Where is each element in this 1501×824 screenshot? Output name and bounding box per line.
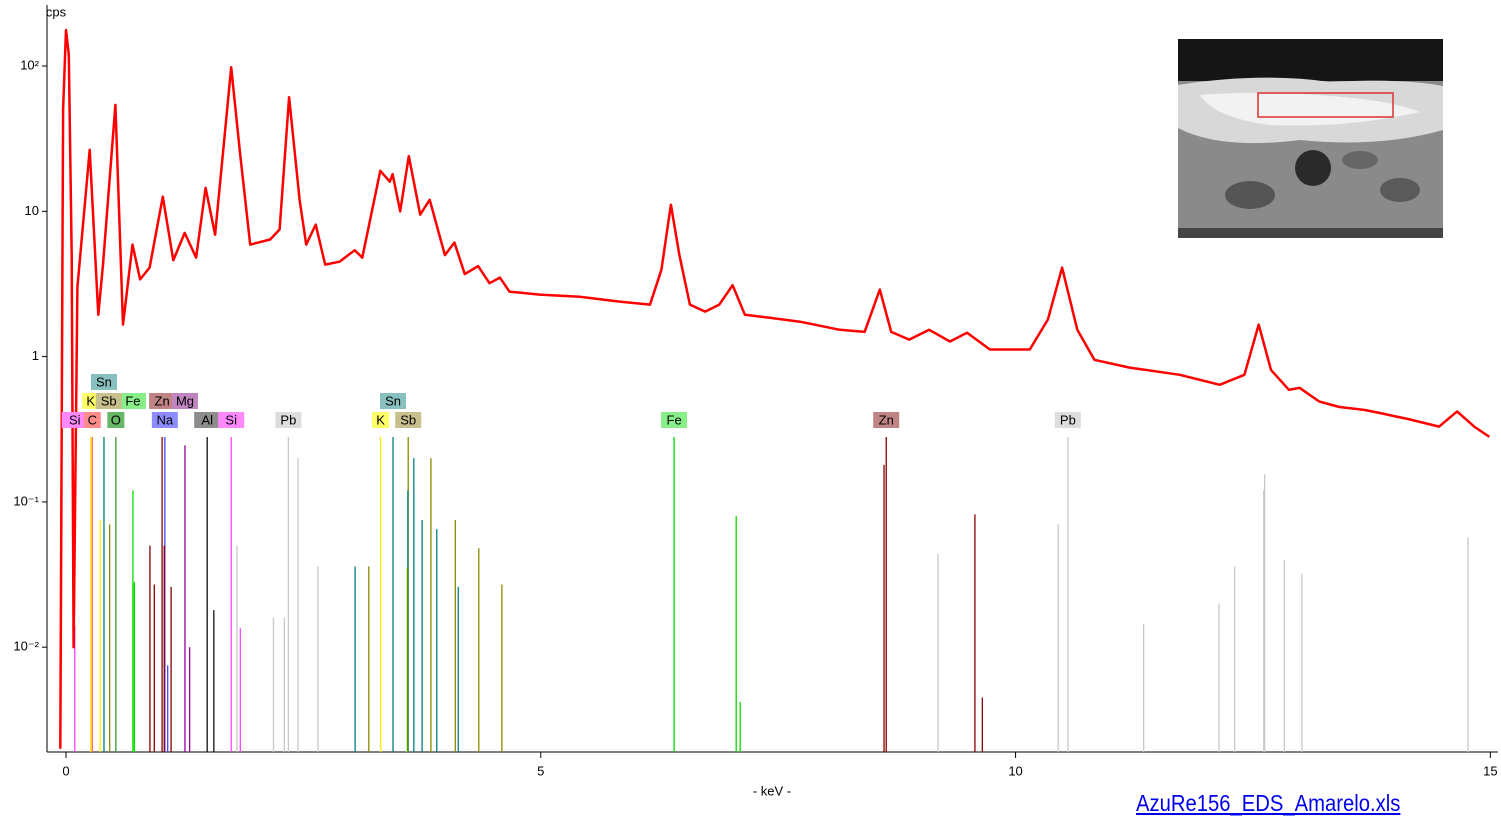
element-label: Al bbox=[201, 412, 213, 427]
element-label: K bbox=[86, 393, 95, 408]
spectrum-line bbox=[59, 28, 1491, 749]
element-label: O bbox=[111, 412, 121, 427]
plot-area bbox=[59, 28, 1491, 752]
element-label-box bbox=[372, 412, 390, 428]
element-label-box bbox=[151, 412, 178, 428]
x-tick-label: 5 bbox=[537, 763, 544, 778]
element-label: Fe bbox=[667, 412, 682, 427]
element-label-box bbox=[83, 412, 101, 428]
x-tick-label: 10 bbox=[1008, 763, 1022, 778]
element-label: Sb bbox=[101, 393, 117, 408]
element-label: Sn bbox=[96, 374, 112, 389]
element-label-box bbox=[873, 412, 900, 428]
element-label-box bbox=[171, 393, 198, 409]
y-tick-label: 10⁻¹ bbox=[13, 493, 39, 508]
y-tick-label: 10 bbox=[25, 203, 39, 218]
element-label: Mg bbox=[176, 393, 194, 408]
element-label: Fe bbox=[125, 393, 140, 408]
element-label: Sn bbox=[385, 393, 401, 408]
element-label: Zn bbox=[879, 412, 894, 427]
x-axis-label: - keV - bbox=[753, 783, 791, 798]
file-link[interactable]: AzuRe156_EDS_Amarelo.xls bbox=[1136, 790, 1401, 816]
element-label-box bbox=[119, 393, 146, 409]
y-tick-label: 10² bbox=[20, 57, 39, 72]
element-label-box bbox=[194, 412, 221, 428]
element-label-box bbox=[61, 412, 88, 428]
y-tick-label: 10⁻² bbox=[13, 639, 39, 654]
element-label: Zn bbox=[155, 393, 170, 408]
element-label: Pb bbox=[1060, 412, 1076, 427]
element-label: Na bbox=[157, 412, 174, 427]
x-tick-label: 0 bbox=[62, 763, 69, 778]
x-tick-label: 15 bbox=[1483, 763, 1497, 778]
element-label-box bbox=[1054, 412, 1081, 428]
element-label-box bbox=[395, 412, 422, 428]
y-axis-label: cps bbox=[46, 4, 67, 19]
element-label-box bbox=[380, 393, 407, 409]
y-tick-label: 1 bbox=[32, 348, 39, 363]
element-label: Pb bbox=[280, 412, 296, 427]
element-label-box bbox=[149, 393, 176, 409]
sem-inset bbox=[1178, 39, 1443, 238]
element-label-box bbox=[95, 393, 122, 409]
element-label: C bbox=[88, 412, 97, 427]
element-label-box bbox=[107, 412, 125, 428]
element-label-box bbox=[218, 412, 245, 428]
element-label-box bbox=[90, 374, 117, 390]
element-label: Si bbox=[225, 412, 237, 427]
element-label-box bbox=[661, 412, 688, 428]
element-label: Sb bbox=[400, 412, 416, 427]
element-label-box bbox=[82, 393, 100, 409]
element-label-box bbox=[275, 412, 302, 428]
element-label: K bbox=[376, 412, 385, 427]
element-label: Si bbox=[69, 412, 81, 427]
